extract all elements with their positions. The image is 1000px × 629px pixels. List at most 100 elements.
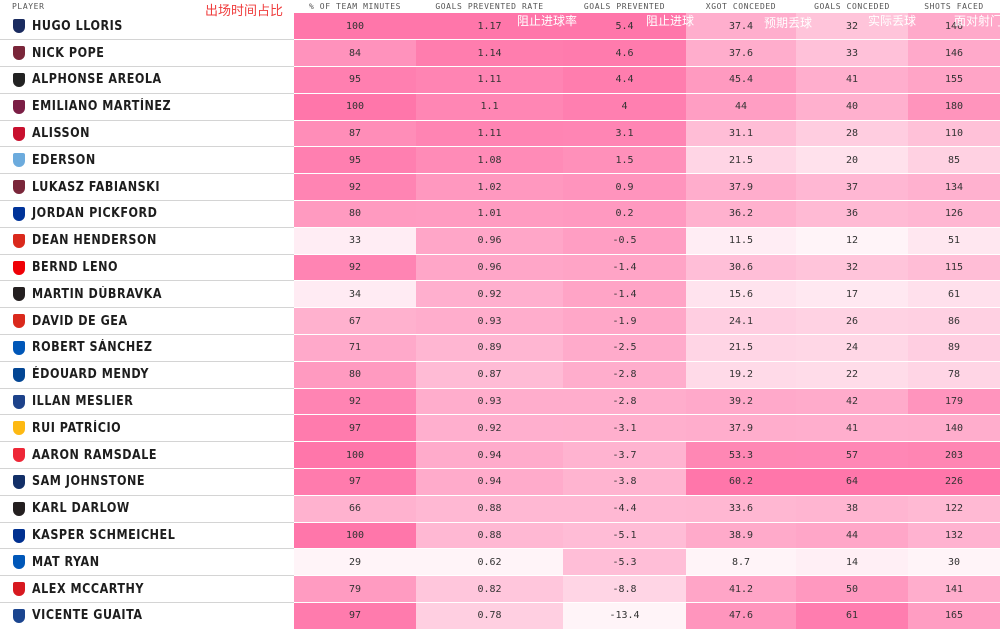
- col-header-xgot[interactable]: XGOT CONCEDED: [705, 2, 777, 11]
- player-cell: ALPHONSE AREOLA: [0, 66, 294, 94]
- cell-conceded: 41: [796, 66, 908, 94]
- cell-xgot: 19.2: [686, 361, 796, 389]
- fulham-crest-icon: [13, 72, 25, 87]
- cell-conceded: 44: [796, 522, 908, 550]
- cell-prevented: -4.4: [563, 495, 686, 523]
- table-row[interactable]: MARTIN DÚBRAVKA 34 0.92 -1.4 15.6 17 61: [0, 280, 1000, 309]
- cell-prevented: 0.2: [563, 200, 686, 228]
- header-row: PLAYER % OF TEAM MINUTES GOALS PREVENTED…: [0, 0, 1000, 13]
- player-name: KASPER SCHMEICHEL: [32, 528, 176, 544]
- cell-rate: 0.87: [416, 361, 563, 389]
- cell-xgot: 11.5: [686, 227, 796, 255]
- cell-prevented: -3.7: [563, 441, 686, 470]
- cell-xgot: 8.7: [686, 548, 796, 577]
- cell-conceded: 38: [796, 495, 908, 523]
- table-row[interactable]: RUI PATRÍCIO 97 0.92 -3.1 37.9 41 140: [0, 414, 1000, 443]
- player-name: VICENTE GUAITA: [32, 608, 143, 624]
- west-ham-crest-icon: [13, 180, 25, 195]
- table-row[interactable]: BERND LENO 92 0.96 -1.4 30.6 32 115: [0, 254, 1000, 282]
- player-cell: EDERSON: [0, 146, 294, 175]
- cell-shots: 134: [908, 173, 1000, 202]
- cell-shots: 122: [908, 495, 1000, 523]
- cell-minutes: 71: [294, 334, 416, 362]
- table-row[interactable]: ALISSON 87 1.11 3.1 31.1 28 110: [0, 120, 1000, 148]
- table-row[interactable]: LUKASZ FABIANSKI 92 1.02 0.9 37.9 37 134: [0, 173, 1000, 202]
- col-header-prevented[interactable]: GOALS PREVENTED: [583, 2, 666, 11]
- cell-minutes: 33: [294, 227, 416, 255]
- cell-xgot: 15.6: [686, 280, 796, 309]
- cell-shots: 61: [908, 280, 1000, 309]
- table-row[interactable]: MAT RYAN 29 0.62 -5.3 8.7 14 30: [0, 548, 1000, 577]
- player-name: SAM JOHNSTONE: [32, 474, 145, 490]
- col-header-conceded[interactable]: GOALS CONCEDED: [814, 2, 890, 11]
- cell-shots: 30: [908, 548, 1000, 577]
- player-name: HUGO LLORIS: [32, 18, 123, 34]
- cell-minutes: 95: [294, 146, 416, 175]
- cell-prevented: 4: [563, 93, 686, 121]
- cell-prevented: -1.4: [563, 280, 686, 309]
- player-cell: AARON RAMSDALE: [0, 441, 294, 470]
- table-row[interactable]: NICK POPE 84 1.14 4.6 37.6 33 146: [0, 39, 1000, 68]
- cell-conceded: 40: [796, 93, 908, 121]
- cell-shots: 165: [908, 602, 1000, 629]
- cell-rate: 0.94: [416, 441, 563, 470]
- cell-conceded: 57: [796, 441, 908, 470]
- brighton-crest-icon: [13, 555, 25, 570]
- cell-shots: 155: [908, 66, 1000, 94]
- cell-minutes: 87: [294, 120, 416, 148]
- cell-conceded: 17: [796, 280, 908, 309]
- player-cell: HUGO LLORIS: [0, 13, 294, 41]
- cell-shots: 132: [908, 522, 1000, 550]
- cell-rate: 1.08: [416, 146, 563, 175]
- player-cell: KASPER SCHMEICHEL: [0, 522, 294, 550]
- player-name: MARTIN DÚBRAVKA: [32, 286, 163, 302]
- col-header-shots[interactable]: SHOTS FACED: [924, 2, 984, 11]
- cell-shots: 110: [908, 120, 1000, 148]
- col-header-rate[interactable]: GOALS PREVENTED RATE: [435, 2, 544, 11]
- cell-xgot: 41.2: [686, 575, 796, 604]
- table-row[interactable]: SAM JOHNSTONE 97 0.94 -3.8 60.2 64 226: [0, 468, 1000, 496]
- table-row[interactable]: AARON RAMSDALE 100 0.94 -3.7 53.3 57 203: [0, 441, 1000, 470]
- table-row[interactable]: ÉDOUARD MENDY 80 0.87 -2.8 19.2 22 78: [0, 361, 1000, 389]
- cell-xgot: 53.3: [686, 441, 796, 470]
- table-row[interactable]: ILLAN MESLIER 92 0.93 -2.8 39.2 42 179: [0, 388, 1000, 416]
- cell-minutes: 80: [294, 200, 416, 228]
- table-row[interactable]: ALEX MCCARTHY 79 0.82 -8.8 41.2 50 141: [0, 575, 1000, 604]
- table-row[interactable]: EMILIANO MARTÍNEZ 100 1.1 4 44 40 180: [0, 93, 1000, 121]
- table-row[interactable]: KASPER SCHMEICHEL 100 0.88 -5.1 38.9 44 132: [0, 522, 1000, 550]
- cell-minutes: 100: [294, 441, 416, 470]
- cell-rate: 0.62: [416, 548, 563, 577]
- cell-conceded: 64: [796, 468, 908, 496]
- table-row[interactable]: HUGO LLORIS 100 1.17 5.4 37.4 32 146: [0, 13, 1000, 41]
- cell-minutes: 97: [294, 414, 416, 443]
- cell-shots: 179: [908, 388, 1000, 416]
- player-cell: NICK POPE: [0, 39, 294, 68]
- cell-minutes: 67: [294, 307, 416, 336]
- cell-conceded: 37: [796, 173, 908, 202]
- table-row[interactable]: KARL DARLOW 66 0.88 -4.4 33.6 38 122: [0, 495, 1000, 523]
- cell-prevented: -8.8: [563, 575, 686, 604]
- table-row[interactable]: VICENTE GUAITA 97 0.78 -13.4 47.6 61 165: [0, 602, 1000, 629]
- cell-minutes: 84: [294, 39, 416, 68]
- cell-minutes: 34: [294, 280, 416, 309]
- player-cell: ILLAN MESLIER: [0, 388, 294, 416]
- cell-prevented: -5.1: [563, 522, 686, 550]
- cell-minutes: 79: [294, 575, 416, 604]
- col-header-player[interactable]: PLAYER: [12, 2, 45, 11]
- table-row[interactable]: ALPHONSE AREOLA 95 1.11 4.4 45.4 41 155: [0, 66, 1000, 94]
- cell-shots: 126: [908, 200, 1000, 228]
- table-row[interactable]: ROBERT SÁNCHEZ 71 0.89 -2.5 21.5 24 89: [0, 334, 1000, 362]
- col-header-minutes[interactable]: % OF TEAM MINUTES: [308, 2, 402, 11]
- cell-conceded: 24: [796, 334, 908, 362]
- cell-rate: 0.82: [416, 575, 563, 604]
- player-name: JORDAN PICKFORD: [32, 206, 158, 222]
- table-row[interactable]: DAVID DE GEA 67 0.93 -1.9 24.1 26 86: [0, 307, 1000, 336]
- player-cell: ALISSON: [0, 120, 294, 148]
- table-row[interactable]: JORDAN PICKFORD 80 1.01 0.2 36.2 36 126: [0, 200, 1000, 228]
- cell-conceded: 32: [796, 13, 908, 41]
- cell-minutes: 29: [294, 548, 416, 577]
- table-row[interactable]: DEAN HENDERSON 33 0.96 -0.5 11.5 12 51: [0, 227, 1000, 255]
- table-row[interactable]: EDERSON 95 1.08 1.5 21.5 20 85: [0, 146, 1000, 175]
- cell-prevented: 4.4: [563, 66, 686, 94]
- cell-rate: 1.14: [416, 39, 563, 68]
